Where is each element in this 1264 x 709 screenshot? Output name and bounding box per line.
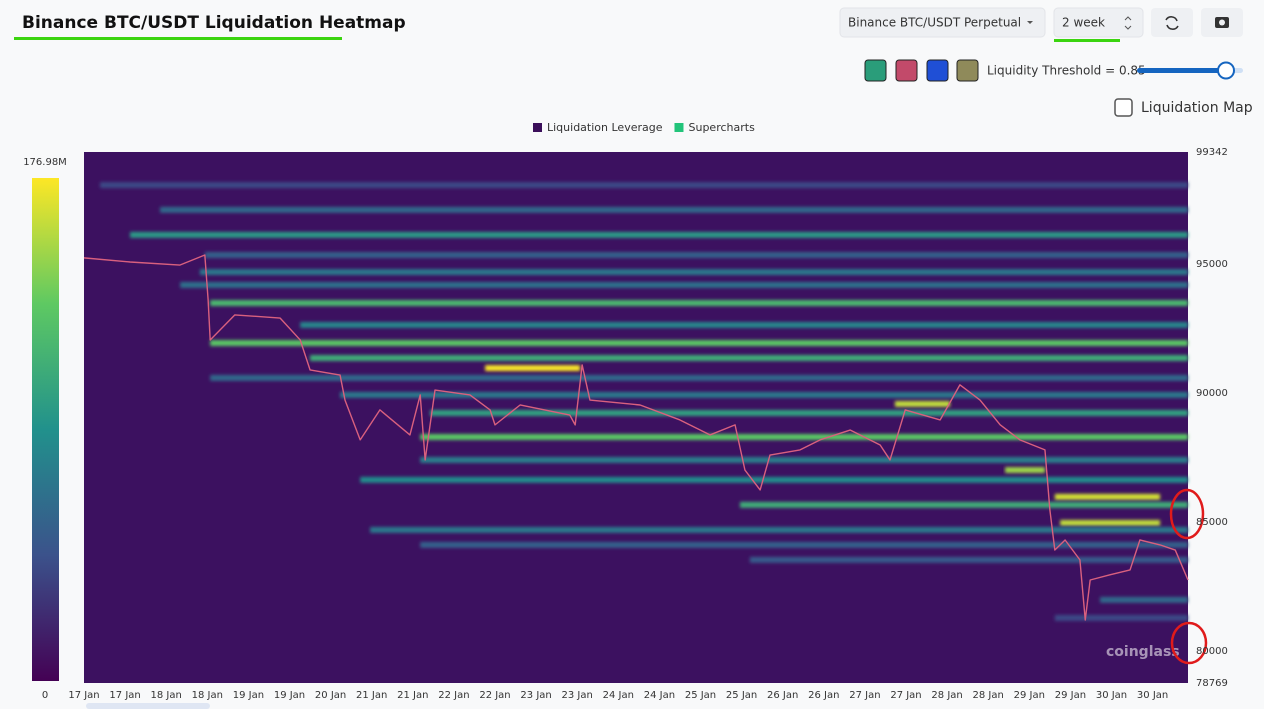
annotation-circle (1170, 621, 1208, 665)
liquidation-band (749, 556, 1188, 563)
annotation-circle (1169, 488, 1205, 540)
x-tick-label: 18 Jan (192, 690, 223, 701)
period-caret (1124, 16, 1132, 30)
liquidation-band (1054, 614, 1188, 621)
liquidation-band (300, 321, 1189, 328)
heatmap-background (84, 152, 1188, 683)
x-tick-label: 23 Jan (562, 690, 593, 701)
liquidation-band (204, 252, 1188, 259)
refresh-icon (1165, 16, 1179, 30)
x-tick-label: 24 Jan (603, 690, 634, 701)
colormap-swatch[interactable] (864, 59, 887, 82)
liquidation-band (180, 281, 1188, 288)
period-underline (1054, 39, 1120, 42)
liquidation-band (1100, 596, 1188, 603)
liquidation-band (420, 541, 1188, 548)
x-tick-label: 19 Jan (233, 690, 264, 701)
colormap-swatch[interactable] (895, 59, 918, 82)
refresh-button[interactable] (1151, 8, 1193, 37)
colormap-swatch[interactable] (956, 59, 979, 82)
slider-fill (1137, 68, 1226, 73)
y-tick-label: 99342 (1196, 147, 1228, 158)
liquidation-band (485, 365, 581, 372)
y-tick-label: 95000 (1196, 259, 1228, 270)
pair-select-text: Binance BTC/USDT Perpetual (848, 16, 1021, 30)
watermark: coinglass (1106, 644, 1180, 660)
x-tick-label: 27 Jan (890, 690, 921, 701)
x-tick-label: 22 Jan (438, 690, 469, 701)
period-select[interactable] (1053, 7, 1144, 38)
price-line (83, 254, 1189, 621)
pair-select[interactable] (839, 7, 1046, 38)
x-tick-label: 26 Jan (808, 690, 839, 701)
x-tick-label: 17 Jan (68, 690, 99, 701)
page-title: Binance BTC/USDT Liquidation Heatmap (22, 13, 406, 33)
liquidation-band (310, 355, 1189, 362)
liquidation-band (894, 400, 951, 407)
liquidation-band (199, 269, 1189, 276)
x-tick-label: 30 Jan (1137, 690, 1168, 701)
liquidation-band (210, 340, 1188, 347)
x-tick-label: 18 Jan (151, 690, 182, 701)
x-tick-label: 26 Jan (767, 690, 798, 701)
slider-knob[interactable] (1217, 61, 1235, 80)
liquidation-band (210, 374, 1188, 381)
liquidation-band (370, 526, 1188, 533)
y-tick-label: 80000 (1196, 646, 1228, 657)
liquidation-band (1054, 493, 1161, 500)
legend-swatch (674, 123, 684, 132)
liquidation-band (430, 409, 1188, 416)
liquidation-band (739, 501, 1188, 508)
scrollbar (86, 703, 210, 709)
liquidation-band (100, 182, 1188, 189)
legend-swatch (533, 123, 542, 132)
x-tick-label: 28 Jan (973, 690, 1004, 701)
x-tick-label: 21 Jan (397, 690, 428, 701)
x-tick-label: 29 Jan (1014, 690, 1045, 701)
y-tick-label: 85000 (1196, 517, 1228, 528)
y-tick-label: 78769 (1196, 678, 1228, 689)
x-tick-label: 30 Jan (1096, 690, 1127, 701)
colorbar-label: 0 (42, 690, 48, 701)
x-tick-label: 20 Jan (315, 690, 346, 701)
map-checkbox[interactable] (1114, 98, 1133, 117)
legend-label: Liquidation Leverage (547, 121, 663, 134)
x-tick-label: 21 Jan (356, 690, 387, 701)
colorbar-label: 176.98M (23, 157, 67, 168)
title-underline (14, 37, 342, 40)
legend-label: Supercharts (688, 121, 755, 134)
x-tick-label: 22 Jan (479, 690, 510, 701)
x-tick-label: 24 Jan (644, 690, 675, 701)
liquidation-band (340, 391, 1188, 398)
x-tick-label: 28 Jan (931, 690, 962, 701)
liquidation-band (420, 433, 1188, 440)
liquidation-band (1060, 519, 1161, 526)
liquidation-band (1005, 467, 1045, 474)
y-tick-label: 90000 (1196, 388, 1228, 399)
liquidation-band (130, 231, 1188, 238)
x-tick-label: 17 Jan (109, 690, 140, 701)
x-tick-label: 23 Jan (520, 690, 551, 701)
liquidation-band (420, 456, 1188, 463)
x-tick-label: 25 Jan (685, 690, 716, 701)
period-select-text: 2 week (1062, 16, 1105, 30)
camera-lens (1219, 19, 1225, 26)
x-tick-label: 25 Jan (726, 690, 757, 701)
x-tick-label: 27 Jan (849, 690, 880, 701)
liquidation-band (160, 206, 1189, 213)
threshold-label: Liquidity Threshold = 0.85 (987, 64, 1146, 78)
x-tick-label: 29 Jan (1055, 690, 1086, 701)
colormap-swatch[interactable] (926, 59, 949, 82)
liquidation-band (360, 476, 1188, 483)
x-tick-label: 19 Jan (274, 690, 305, 701)
colorbar (32, 178, 59, 681)
liquidation-band (210, 300, 1188, 307)
map-checkbox-label: Liquidation Map (1141, 100, 1253, 116)
select-caret (1027, 21, 1033, 24)
